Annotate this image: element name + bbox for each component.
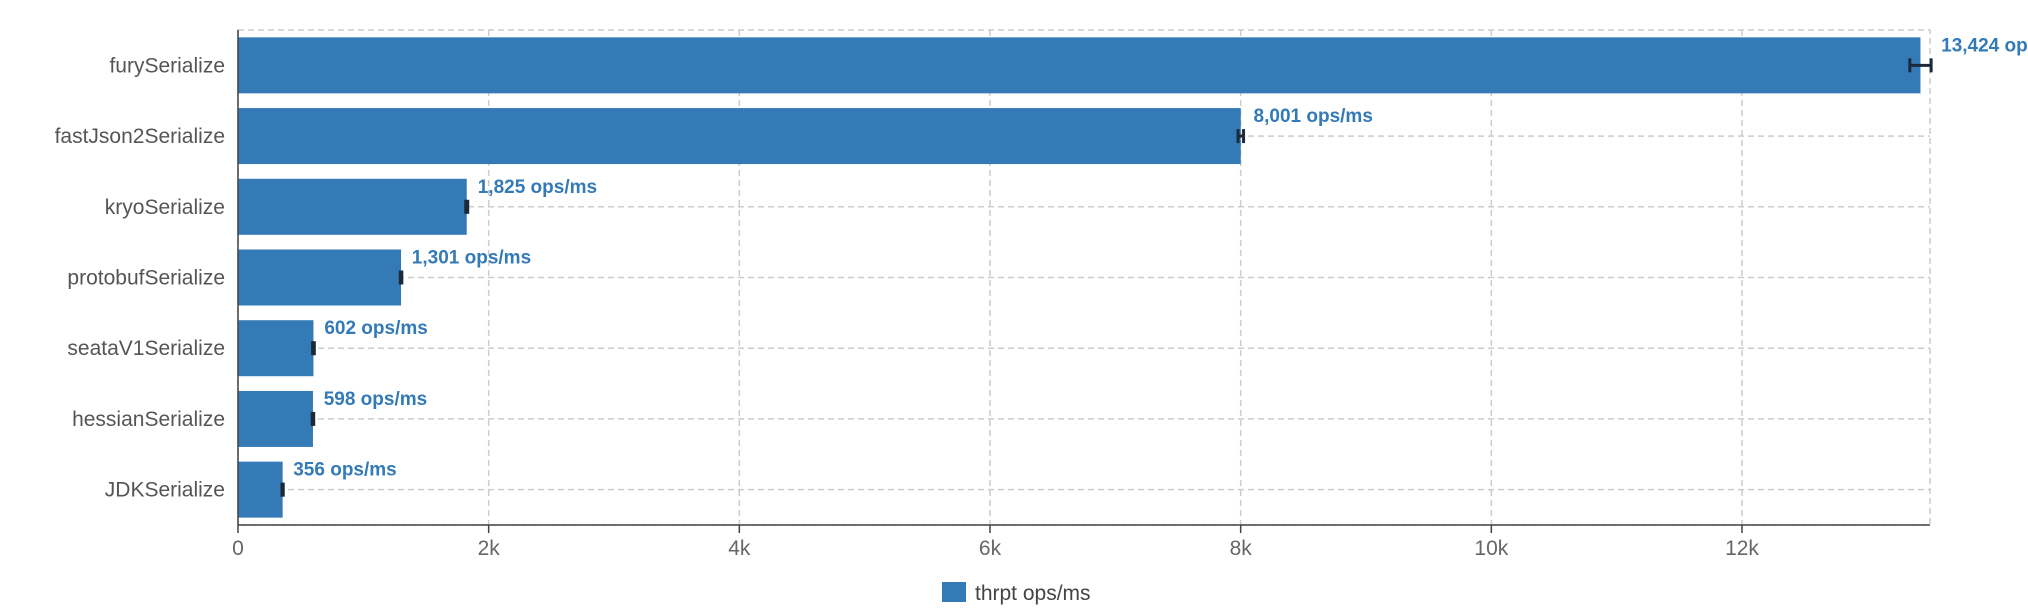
- data-label-JDKSerialize: 356 ops/ms: [293, 460, 397, 481]
- data-label-kryoSerialize: 1,825 ops/ms: [478, 177, 597, 198]
- bar-furySerialize: [238, 37, 1921, 94]
- legend[interactable]: thrpt ops/ms: [942, 582, 1091, 605]
- error-bar-fastJson2Serialize: [1236, 129, 1246, 144]
- data-label-fastJson2Serialize: 8,001 ops/ms: [1254, 106, 1373, 127]
- bar-seataV1Serialize: [238, 320, 314, 377]
- data-label-hessianSerialize: 598 ops/ms: [324, 389, 428, 410]
- x-tick-label-3: 6k: [979, 537, 1002, 560]
- category-label-fastJson2Serialize: fastJson2Serialize: [55, 125, 225, 148]
- error-bar-JDKSerialize: [280, 482, 285, 497]
- error-bar-hessianSerialize: [310, 411, 316, 426]
- bar-kryoSerialize: [238, 178, 467, 235]
- data-label-protobufSerialize: 1,301 ops/ms: [412, 248, 531, 269]
- category-label-hessianSerialize: hessianSerialize: [72, 408, 225, 431]
- data-label-seataV1Serialize: 602 ops/ms: [324, 318, 428, 339]
- bar-protobufSerialize: [238, 249, 402, 306]
- category-label-furySerialize: furySerialize: [109, 54, 225, 77]
- bar-hessianSerialize: [238, 390, 313, 447]
- bar-fastJson2Serialize: [238, 108, 1241, 165]
- bars: 13,424 ops/ms 8,001 ops/ms 1,825 ops/ms 1,3…: [238, 35, 2028, 518]
- error-bar-seataV1Serialize: [311, 341, 316, 356]
- x-tick-label-2: 4k: [728, 537, 751, 560]
- data-label-furySerialize: 13,424 ops/ms: [1941, 35, 2028, 56]
- category-label-seataV1Serialize: seataV1Serialize: [67, 337, 225, 360]
- legend-swatch[interactable]: [942, 582, 966, 602]
- error-bar-furySerialize: [1908, 58, 1933, 73]
- error-bar-kryoSerialize: [464, 199, 470, 214]
- x-tick-label-0: 0: [232, 537, 244, 560]
- category-label-protobufSerialize: protobufSerialize: [67, 267, 225, 290]
- x-tick-label-5: 10k: [1474, 537, 1508, 560]
- x-tick-label-4: 8k: [1230, 537, 1253, 560]
- axes: furySerialize fastJson2Serialize kryoSeria…: [55, 30, 1930, 560]
- grid-lines: [237, 29, 1931, 526]
- category-label-kryoSerialize: kryoSerialize: [105, 196, 225, 219]
- category-label-JDKSerialize: JDKSerialize: [105, 479, 225, 502]
- legend-label[interactable]: thrpt ops/ms: [975, 582, 1091, 605]
- x-tick-label-6: 12k: [1725, 537, 1759, 560]
- error-bar-protobufSerialize: [398, 270, 404, 285]
- bar-JDKSerialize: [238, 461, 283, 518]
- x-tick-label-1: 2k: [478, 537, 501, 560]
